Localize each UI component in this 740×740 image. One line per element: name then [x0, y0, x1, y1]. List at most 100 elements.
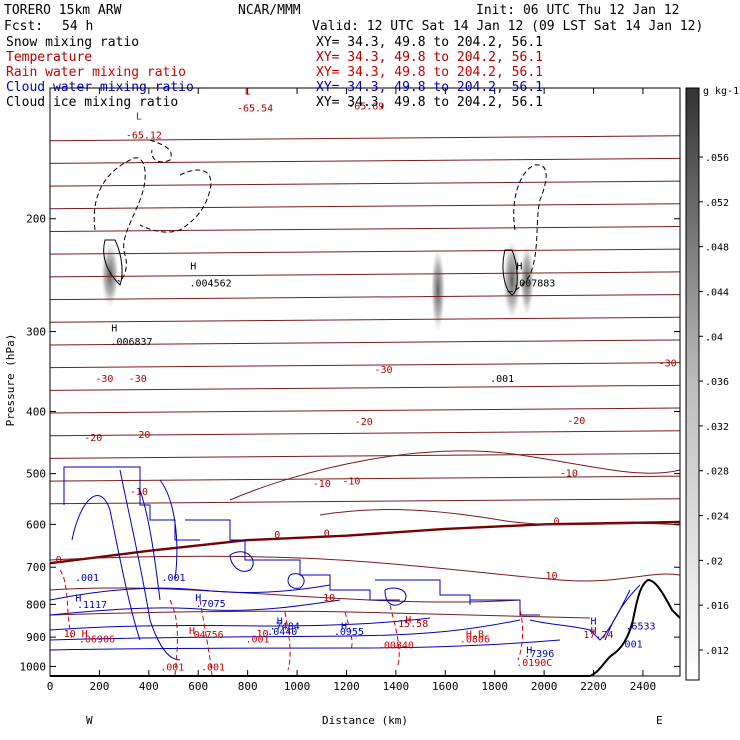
- isotherm-line: [50, 225, 680, 232]
- field-legend: Snow mixing ratio XY= 34.3, 49.8 to 204.…: [6, 35, 543, 110]
- contour-label: 10: [64, 629, 76, 640]
- field-xy-cloud-ice: XY= 34.3, 49.8 to 204.2, 56.1: [316, 95, 543, 110]
- colorbar-gradient: [685, 87, 700, 681]
- fcst-label: Fcst:: [4, 19, 43, 34]
- contour-label: L: [136, 112, 142, 123]
- field-name-temperature: Temperature: [6, 50, 92, 65]
- contour-label: H: [195, 593, 201, 604]
- colorbar-tick-label: .048: [705, 243, 729, 254]
- colorbar-tick-label: .052: [705, 198, 729, 209]
- contour-label: -65.12: [126, 131, 162, 142]
- x-tick-label: 1000: [284, 680, 311, 693]
- x-tick-label: 400: [139, 680, 159, 693]
- contour-label: H: [190, 261, 196, 272]
- x-axis-label: Distance (km): [322, 714, 408, 727]
- isotherm-line: [50, 135, 680, 142]
- x-axis: 0 200 400 600 800 1000 1200 1400 1600 1800 2000 220…: [47, 88, 657, 693]
- contour-label: -30: [129, 374, 147, 385]
- contour-label: H: [405, 615, 411, 626]
- contour-label: H: [526, 646, 532, 657]
- isotherm-line: [50, 407, 680, 414]
- rain-contours: [59, 569, 524, 676]
- x-tick-label: 2400: [630, 680, 657, 693]
- init-time: Init: 06 UTC Thu 12 Jan 12: [476, 3, 680, 18]
- plot-area: [50, 135, 680, 676]
- field-xy-snow: XY= 34.3, 49.8 to 204.2, 56.1: [316, 35, 543, 50]
- contour-label: -65.69: [348, 101, 384, 112]
- contour-label: -10: [342, 477, 360, 488]
- x-tick-label: 1200: [333, 680, 360, 693]
- contour-label: .001: [490, 374, 514, 385]
- y-tick-label: 400: [26, 406, 46, 419]
- snow-contour-1: [103, 239, 123, 286]
- colorbar-tick-label: .02: [705, 556, 723, 567]
- cloud-ice-contour-2: [149, 139, 172, 163]
- x-tick-label: 2000: [531, 680, 558, 693]
- contour-label: 0: [553, 516, 559, 527]
- cloud-ice-contour-3: [139, 169, 212, 233]
- colorbar-tick-label: .056: [705, 153, 729, 164]
- isotherm-line: [50, 452, 680, 459]
- model-title: TORERO 15km ARW: [4, 3, 122, 18]
- contour-label: 0: [56, 555, 62, 566]
- contour-label: .001: [245, 635, 269, 646]
- isotherm-line: [50, 271, 680, 278]
- contour-label: .001: [75, 573, 99, 584]
- y-tick-label: 600: [26, 518, 46, 531]
- isotherm-low-2: [50, 587, 521, 603]
- y-tick-label: 800: [26, 598, 46, 611]
- isotherm-line: [50, 316, 680, 323]
- contour-label: 0: [324, 529, 330, 540]
- contour-label: -30: [659, 358, 677, 369]
- isotherm-line: [50, 180, 680, 187]
- y-tick-label: 300: [26, 326, 46, 339]
- x-tick-label: 800: [238, 680, 258, 693]
- contour-label: .001: [619, 640, 643, 651]
- contour-label: -20: [132, 430, 150, 441]
- isotherm-line: [50, 362, 680, 369]
- contour-label: .0955: [334, 627, 364, 638]
- contour-label: -30: [95, 374, 113, 385]
- contour-label: -20: [84, 433, 102, 444]
- contour-label: .04756: [188, 630, 224, 641]
- colorbar-tick-label: .044: [705, 287, 729, 298]
- contour-label: -10: [313, 479, 331, 490]
- contour-label: .001: [201, 663, 225, 674]
- field-name-rain: Rain water mixing ratio: [6, 65, 186, 80]
- snow-blob-3: [503, 240, 521, 320]
- temperature-isotherms: [50, 135, 680, 565]
- colorbar: g kg-1 .056.052.048.044.04.036.032.028.0…: [685, 86, 739, 681]
- snow-blob-1: [101, 243, 119, 307]
- isotherm-line: [50, 248, 680, 255]
- contour-label: .06906: [79, 635, 115, 646]
- contour-label: .0190C: [516, 658, 552, 669]
- contour-label: .001: [161, 573, 185, 584]
- contour-label: 10: [323, 593, 335, 604]
- colorbar-tick-label: .04: [705, 332, 723, 343]
- isotherm-10-west: [319, 509, 680, 526]
- contour-label: .7396: [524, 649, 554, 660]
- colorbar-tick-label: .028: [705, 467, 729, 478]
- y-tick-label: 700: [26, 561, 46, 574]
- isotherm-low-1: [50, 555, 680, 582]
- contour-label: .006837: [110, 337, 152, 348]
- contour-label: 10: [256, 629, 268, 640]
- contour-labels: L -65.12 L -65.54 -65.69 -30 -30 -30 -30 -20 -20 -2…: [56, 87, 677, 674]
- x-tick-label: 1600: [432, 680, 459, 693]
- field-name-cloud-ice: Cloud ice mixing ratio: [6, 95, 178, 110]
- contour-label: -65.54: [237, 103, 273, 114]
- snow-contour-2: [502, 249, 518, 296]
- field-name-snow: Snow mixing ratio: [6, 35, 139, 50]
- contour-label: H: [591, 616, 597, 627]
- valid-time: Valid: 12 UTC Sat 14 Jan 12 (09 LST Sat …: [312, 19, 703, 34]
- isotherm-low-3: [50, 610, 591, 619]
- contour-label: H: [277, 616, 283, 627]
- contour-label: H: [591, 626, 597, 637]
- isotherm-line: [50, 384, 680, 391]
- colorbar-ticks: .056 .052 .048 .044 .04 .036 .032 .028 .024 .02 .0…: [699, 153, 729, 657]
- contour-label: 15.58: [398, 619, 428, 630]
- colorbar-tick-label: .024: [705, 512, 729, 523]
- y-tick-label: 900: [26, 631, 46, 644]
- east-marker: E: [656, 714, 663, 727]
- contour-label: .007883: [513, 278, 555, 289]
